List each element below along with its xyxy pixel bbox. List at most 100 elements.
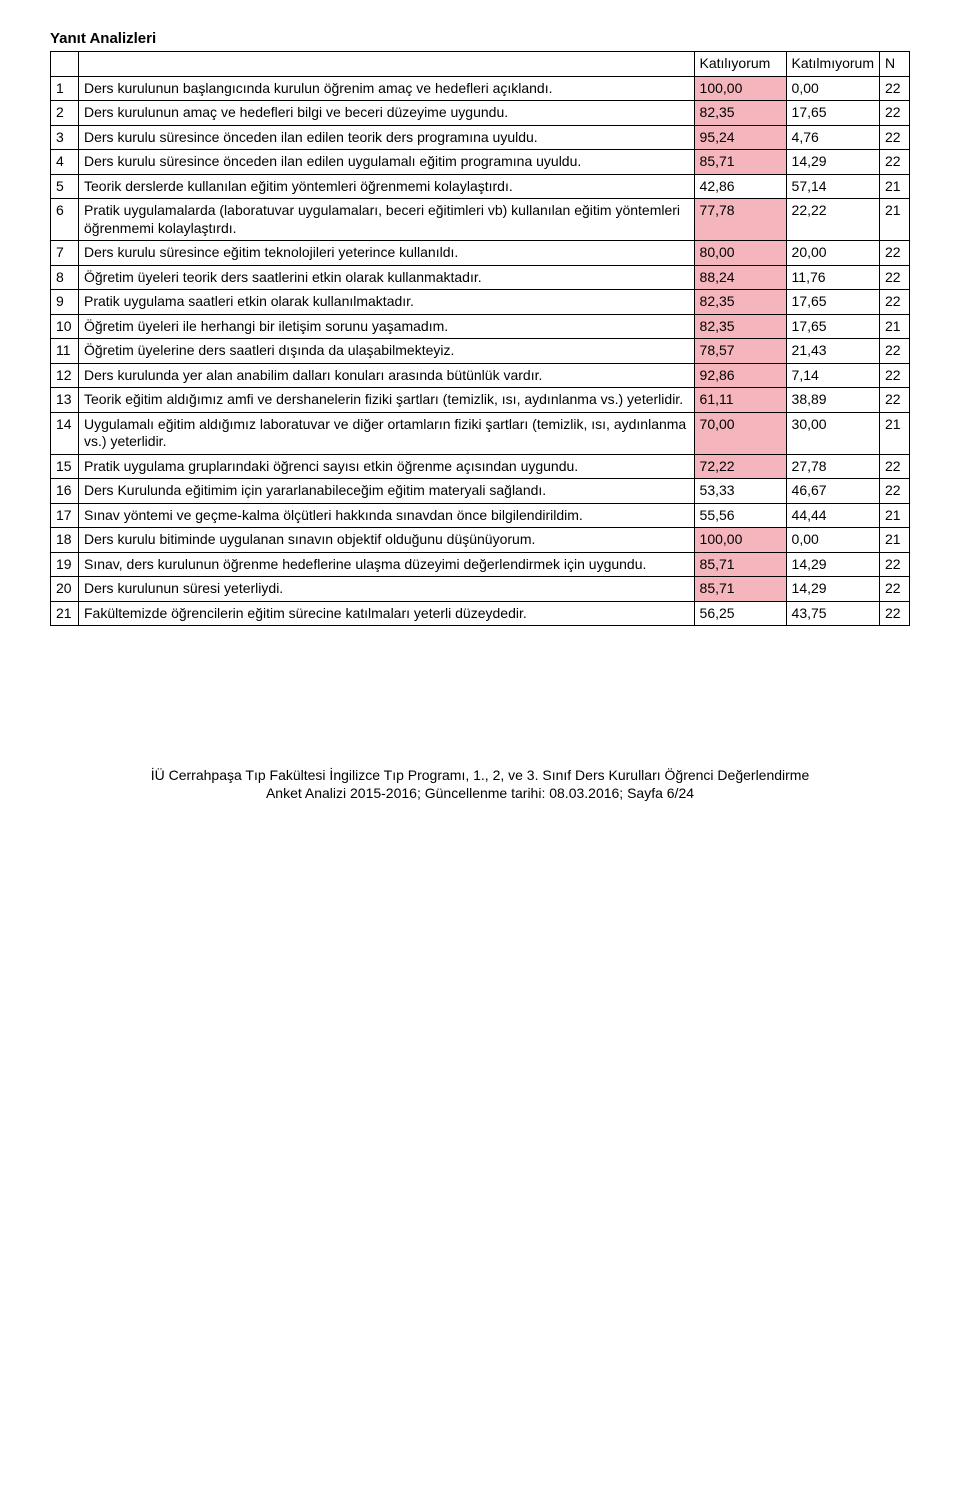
row-number: 7 — [51, 241, 79, 266]
row-number: 1 — [51, 76, 79, 101]
row-agree-value: 56,25 — [694, 601, 786, 626]
row-number: 13 — [51, 388, 79, 413]
header-n: N — [880, 52, 910, 77]
row-agree-value: 92,86 — [694, 363, 786, 388]
row-disagree-value: 11,76 — [786, 265, 879, 290]
page-footer: İÜ Cerrahpaşa Tıp Fakültesi İngilizce Tı… — [50, 766, 910, 802]
table-row: 10Öğretim üyeleri ile herhangi bir ileti… — [51, 314, 910, 339]
row-n-value: 22 — [880, 363, 910, 388]
row-n-value: 21 — [880, 503, 910, 528]
row-number: 6 — [51, 199, 79, 241]
row-statement: Fakültemizde öğrencilerin eğitim sürecin… — [79, 601, 695, 626]
row-number: 21 — [51, 601, 79, 626]
row-number: 2 — [51, 101, 79, 126]
row-n-value: 22 — [880, 290, 910, 315]
row-statement: Ders kurulunda yer alan anabilim dalları… — [79, 363, 695, 388]
table-row: 19Sınav, ders kurulunun öğrenme hedefler… — [51, 552, 910, 577]
row-disagree-value: 14,29 — [786, 552, 879, 577]
row-agree-value: 70,00 — [694, 412, 786, 454]
row-number: 4 — [51, 150, 79, 175]
table-row: 14Uygulamalı eğitim aldığımız laboratuva… — [51, 412, 910, 454]
row-disagree-value: 22,22 — [786, 199, 879, 241]
row-agree-value: 82,35 — [694, 290, 786, 315]
row-n-value: 22 — [880, 76, 910, 101]
row-disagree-value: 44,44 — [786, 503, 879, 528]
row-statement: Sınav, ders kurulunun öğrenme hedeflerin… — [79, 552, 695, 577]
row-n-value: 22 — [880, 552, 910, 577]
analysis-table: Katılıyorum Katılmıyorum N 1Ders kurulun… — [50, 51, 910, 626]
row-agree-value: 78,57 — [694, 339, 786, 364]
row-statement: Ders kurulunun başlangıcında kurulun öğr… — [79, 76, 695, 101]
row-statement: Teorik eğitim aldığımız amfi ve dershane… — [79, 388, 695, 413]
row-disagree-value: 17,65 — [786, 314, 879, 339]
row-number: 5 — [51, 174, 79, 199]
row-agree-value: 82,35 — [694, 314, 786, 339]
row-number: 19 — [51, 552, 79, 577]
row-n-value: 22 — [880, 601, 910, 626]
row-disagree-value: 46,67 — [786, 479, 879, 504]
row-agree-value: 80,00 — [694, 241, 786, 266]
row-number: 15 — [51, 454, 79, 479]
row-n-value: 22 — [880, 388, 910, 413]
row-n-value: 22 — [880, 454, 910, 479]
row-statement: Ders kurulu süresince eğitim teknolojile… — [79, 241, 695, 266]
header-empty-1 — [51, 52, 79, 77]
row-statement: Ders kurulu süresince önceden ilan edile… — [79, 150, 695, 175]
row-n-value: 22 — [880, 339, 910, 364]
row-agree-value: 85,71 — [694, 150, 786, 175]
table-row: 3Ders kurulu süresince önceden ilan edil… — [51, 125, 910, 150]
row-agree-value: 53,33 — [694, 479, 786, 504]
row-disagree-value: 20,00 — [786, 241, 879, 266]
footer-line2: Anket Analizi 2015-2016; Güncellenme tar… — [266, 785, 694, 801]
table-row: 12Ders kurulunda yer alan anabilim dalla… — [51, 363, 910, 388]
row-n-value: 21 — [880, 199, 910, 241]
table-row: 5Teorik derslerde kullanılan eğitim yönt… — [51, 174, 910, 199]
row-statement: Öğretim üyeleri ile herhangi bir iletişi… — [79, 314, 695, 339]
row-disagree-value: 0,00 — [786, 76, 879, 101]
row-number: 14 — [51, 412, 79, 454]
table-row: 20Ders kurulunun süresi yeterliydi.85,71… — [51, 577, 910, 602]
row-n-value: 22 — [880, 265, 910, 290]
row-n-value: 21 — [880, 528, 910, 553]
row-disagree-value: 43,75 — [786, 601, 879, 626]
row-number: 12 — [51, 363, 79, 388]
row-disagree-value: 27,78 — [786, 454, 879, 479]
row-n-value: 22 — [880, 150, 910, 175]
table-row: 1Ders kurulunun başlangıcında kurulun öğ… — [51, 76, 910, 101]
row-number: 10 — [51, 314, 79, 339]
row-disagree-value: 21,43 — [786, 339, 879, 364]
table-row: 13Teorik eğitim aldığımız amfi ve dersha… — [51, 388, 910, 413]
row-statement: Pratik uygulamalarda (laboratuvar uygula… — [79, 199, 695, 241]
table-row: 11Öğretim üyelerine ders saatleri dışınd… — [51, 339, 910, 364]
table-row: 9Pratik uygulama saatleri etkin olarak k… — [51, 290, 910, 315]
table-row: 6Pratik uygulamalarda (laboratuvar uygul… — [51, 199, 910, 241]
row-statement: Ders kurulunun süresi yeterliydi. — [79, 577, 695, 602]
table-row: 16Ders Kurulunda eğitimim için yararlana… — [51, 479, 910, 504]
row-number: 9 — [51, 290, 79, 315]
row-n-value: 22 — [880, 479, 910, 504]
row-agree-value: 42,86 — [694, 174, 786, 199]
row-n-value: 21 — [880, 314, 910, 339]
row-disagree-value: 14,29 — [786, 150, 879, 175]
row-n-value: 22 — [880, 241, 910, 266]
row-n-value: 22 — [880, 125, 910, 150]
table-row: 17Sınav yöntemi ve geçme-kalma ölçütleri… — [51, 503, 910, 528]
row-statement: Pratik uygulama saatleri etkin olarak ku… — [79, 290, 695, 315]
row-agree-value: 72,22 — [694, 454, 786, 479]
table-row: 21Fakültemizde öğrencilerin eğitim sürec… — [51, 601, 910, 626]
row-number: 11 — [51, 339, 79, 364]
table-row: 18Ders kurulu bitiminde uygulanan sınavı… — [51, 528, 910, 553]
row-agree-value: 85,71 — [694, 552, 786, 577]
row-statement: Uygulamalı eğitim aldığımız laboratuvar … — [79, 412, 695, 454]
row-agree-value: 95,24 — [694, 125, 786, 150]
row-disagree-value: 17,65 — [786, 290, 879, 315]
header-agree: Katılıyorum — [694, 52, 786, 77]
row-n-value: 21 — [880, 174, 910, 199]
row-statement: Öğretim üyelerine ders saatleri dışında … — [79, 339, 695, 364]
row-agree-value: 77,78 — [694, 199, 786, 241]
row-disagree-value: 14,29 — [786, 577, 879, 602]
row-agree-value: 55,56 — [694, 503, 786, 528]
row-statement: Öğretim üyeleri teorik ders saatlerini e… — [79, 265, 695, 290]
row-n-value: 22 — [880, 101, 910, 126]
row-number: 20 — [51, 577, 79, 602]
